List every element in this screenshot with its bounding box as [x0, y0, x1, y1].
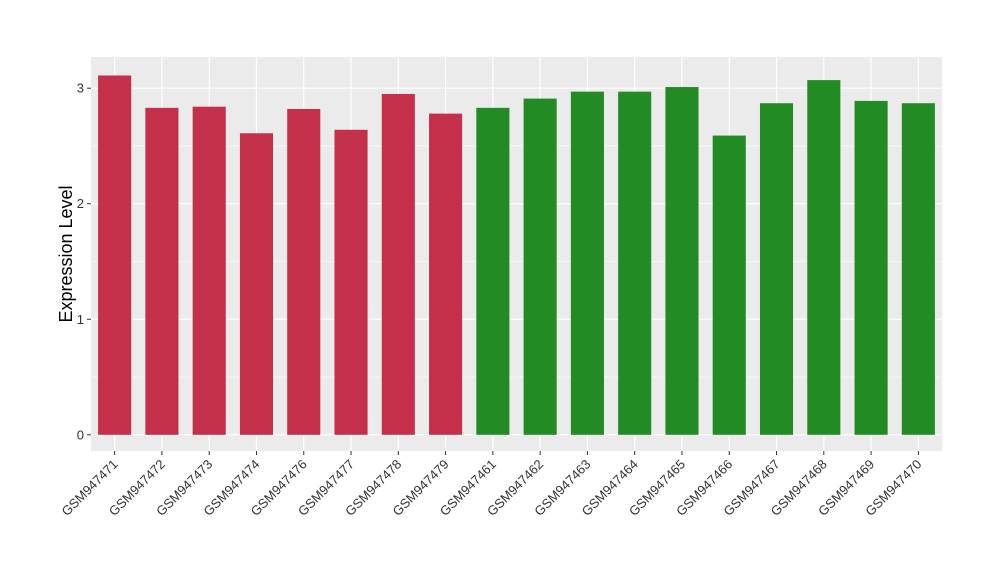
bar-GSM947463 — [570, 91, 604, 435]
bar-GSM947461 — [476, 107, 510, 435]
bar-GSM947479 — [429, 113, 463, 435]
bar-GSM947464 — [618, 91, 652, 435]
bar-GSM947471 — [98, 75, 132, 435]
y-tick-label: 3 — [77, 81, 84, 96]
bar-GSM947466 — [712, 135, 746, 435]
bar-GSM947469 — [854, 100, 888, 435]
bar-GSM947474 — [239, 133, 274, 435]
y-axis-title: Expression Level — [56, 185, 76, 322]
bar-GSM947462 — [523, 98, 557, 435]
bar-GSM947473 — [192, 106, 226, 435]
bar-GSM947477 — [334, 129, 368, 435]
bar-GSM947476 — [287, 108, 321, 435]
bar-GSM947472 — [145, 107, 179, 435]
y-tick-label: 1 — [77, 312, 84, 327]
plot-panel — [91, 57, 942, 451]
bar-GSM947465 — [665, 87, 699, 435]
y-tick-label: 2 — [77, 196, 84, 211]
bars — [98, 75, 935, 435]
bar-GSM947470 — [901, 103, 935, 435]
bar-GSM947468 — [807, 80, 841, 435]
y-tick-label: 0 — [77, 427, 84, 442]
bar-GSM947467 — [759, 103, 794, 435]
bar-GSM947478 — [381, 93, 415, 435]
